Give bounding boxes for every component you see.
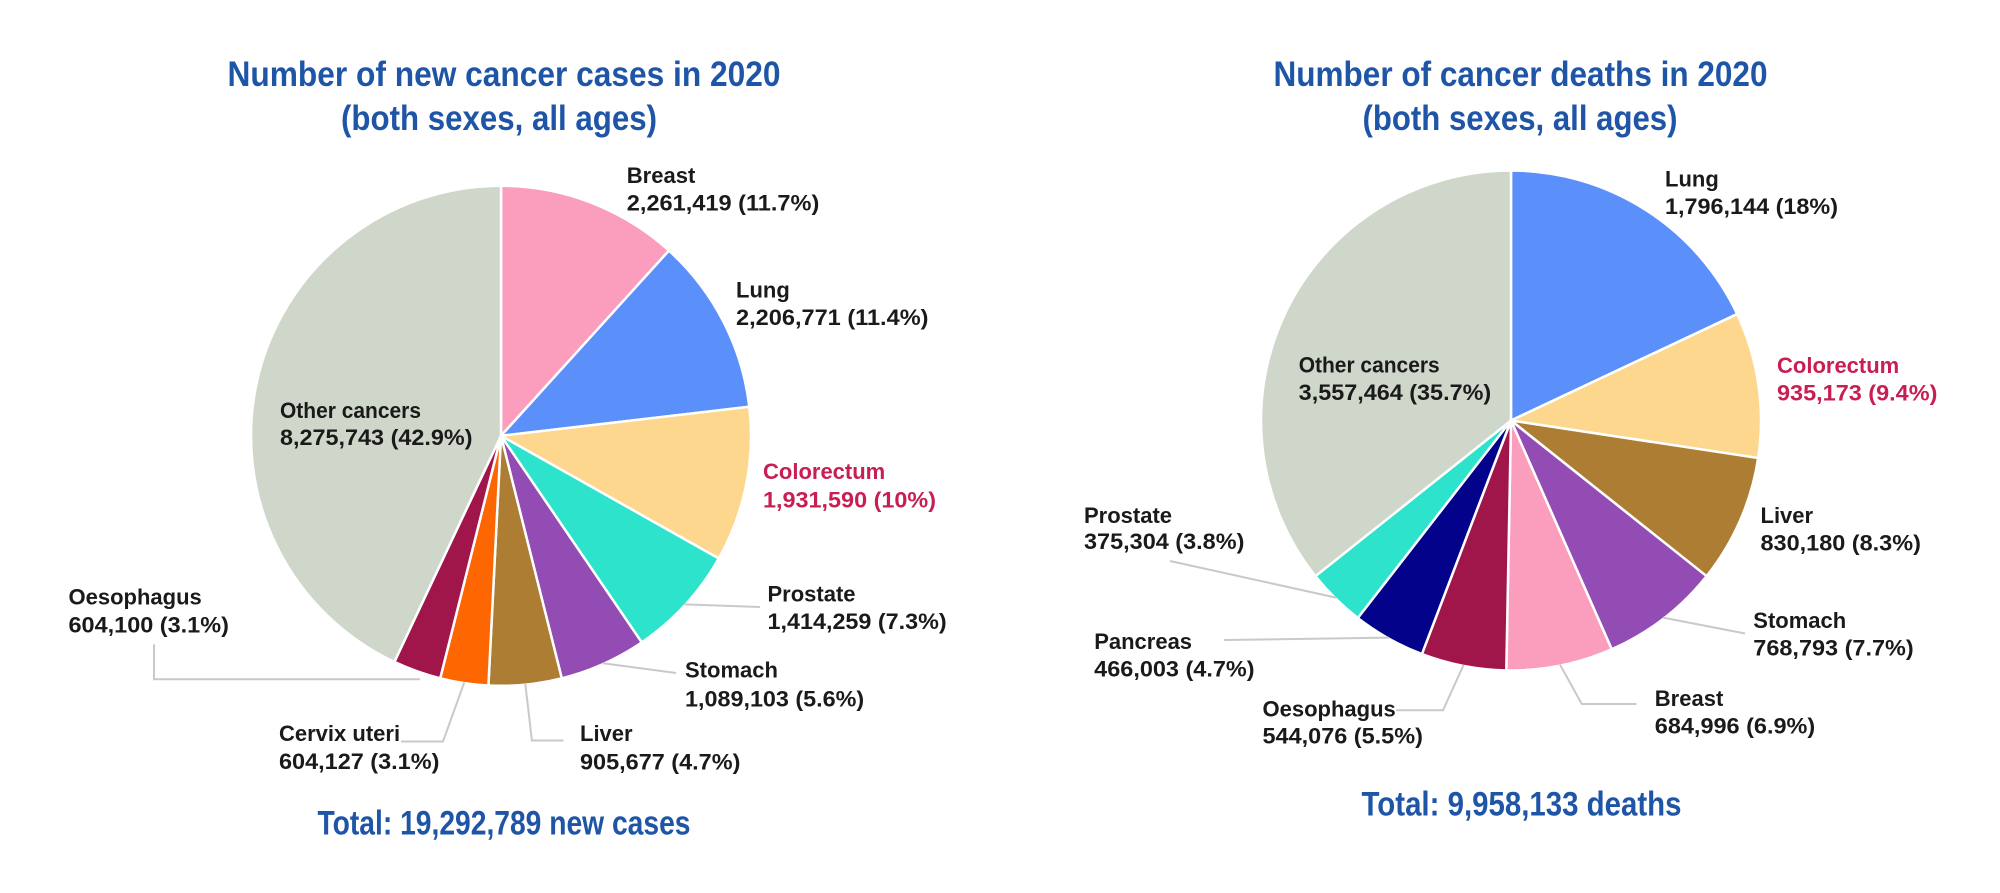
svg-text:Pancreas: Pancreas: [1094, 629, 1192, 654]
svg-text:768,793 (7.7%): 768,793 (7.7%): [1753, 635, 1913, 660]
svg-text:Lung: Lung: [1665, 167, 1719, 192]
svg-text:604,100 (3.1%): 604,100 (3.1%): [69, 613, 229, 638]
svg-text:Stomach: Stomach: [1753, 608, 1846, 633]
svg-text:1,796,144 (18%): 1,796,144 (18%): [1665, 194, 1838, 219]
svg-text:375,304 (3.8%): 375,304 (3.8%): [1084, 529, 1244, 554]
svg-text:Breast: Breast: [627, 163, 696, 188]
svg-text:466,003 (4.7%): 466,003 (4.7%): [1094, 657, 1254, 682]
svg-text:1,089,103 (5.6%): 1,089,103 (5.6%): [685, 686, 864, 711]
svg-text:8,275,743 (42.9%): 8,275,743 (42.9%): [280, 425, 473, 450]
svg-text:Total: 19,292,789 new cases: Total: 19,292,789 new cases: [318, 805, 691, 843]
svg-text:2,261,419 (11.7%): 2,261,419 (11.7%): [627, 191, 820, 216]
svg-text:Cervix uteri: Cervix uteri: [279, 721, 400, 746]
svg-text:Stomach: Stomach: [685, 657, 778, 682]
svg-text:Breast: Breast: [1655, 686, 1724, 711]
svg-text:3,557,464 (35.7%): 3,557,464 (35.7%): [1299, 380, 1492, 405]
svg-text:Lung: Lung: [736, 278, 790, 303]
svg-text:2,206,771 (11.4%): 2,206,771 (11.4%): [736, 305, 929, 330]
svg-text:Liver: Liver: [580, 721, 633, 746]
svg-text:Colorectum: Colorectum: [763, 459, 885, 484]
svg-text:Colorectum: Colorectum: [1777, 353, 1899, 378]
svg-text:1,931,590 (10%): 1,931,590 (10%): [763, 488, 936, 513]
svg-text:Other cancers: Other cancers: [1299, 353, 1440, 378]
svg-text:830,180 (8.3%): 830,180 (8.3%): [1761, 530, 1921, 555]
svg-text:Prostate: Prostate: [768, 581, 856, 606]
svg-text:Prostate: Prostate: [1084, 503, 1172, 528]
svg-text:1,414,259 (7.3%): 1,414,259 (7.3%): [768, 609, 947, 634]
svg-text:684,996 (6.9%): 684,996 (6.9%): [1655, 714, 1815, 739]
svg-text:Other cancers: Other cancers: [280, 398, 421, 423]
svg-text:(both sexes, all ages): (both sexes, all ages): [1363, 99, 1678, 138]
svg-text:905,677 (4.7%): 905,677 (4.7%): [580, 750, 740, 775]
svg-text:(both sexes, all ages): (both sexes, all ages): [341, 99, 657, 138]
svg-text:Oesophagus: Oesophagus: [1263, 696, 1396, 721]
svg-text:Number of cancer deaths in 202: Number of cancer deaths in 2020: [1274, 55, 1768, 94]
svg-text:604,127 (3.1%): 604,127 (3.1%): [279, 749, 439, 774]
svg-text:Oesophagus: Oesophagus: [69, 584, 202, 609]
svg-text:Total: 9,958,133 deaths: Total: 9,958,133 deaths: [1362, 786, 1682, 824]
svg-text:935,173 (9.4%): 935,173 (9.4%): [1777, 381, 1937, 406]
svg-text:Liver: Liver: [1761, 503, 1814, 528]
svg-text:Number of new cancer cases in: Number of new cancer cases in 2020: [228, 55, 781, 94]
svg-text:544,076 (5.5%): 544,076 (5.5%): [1263, 724, 1423, 749]
